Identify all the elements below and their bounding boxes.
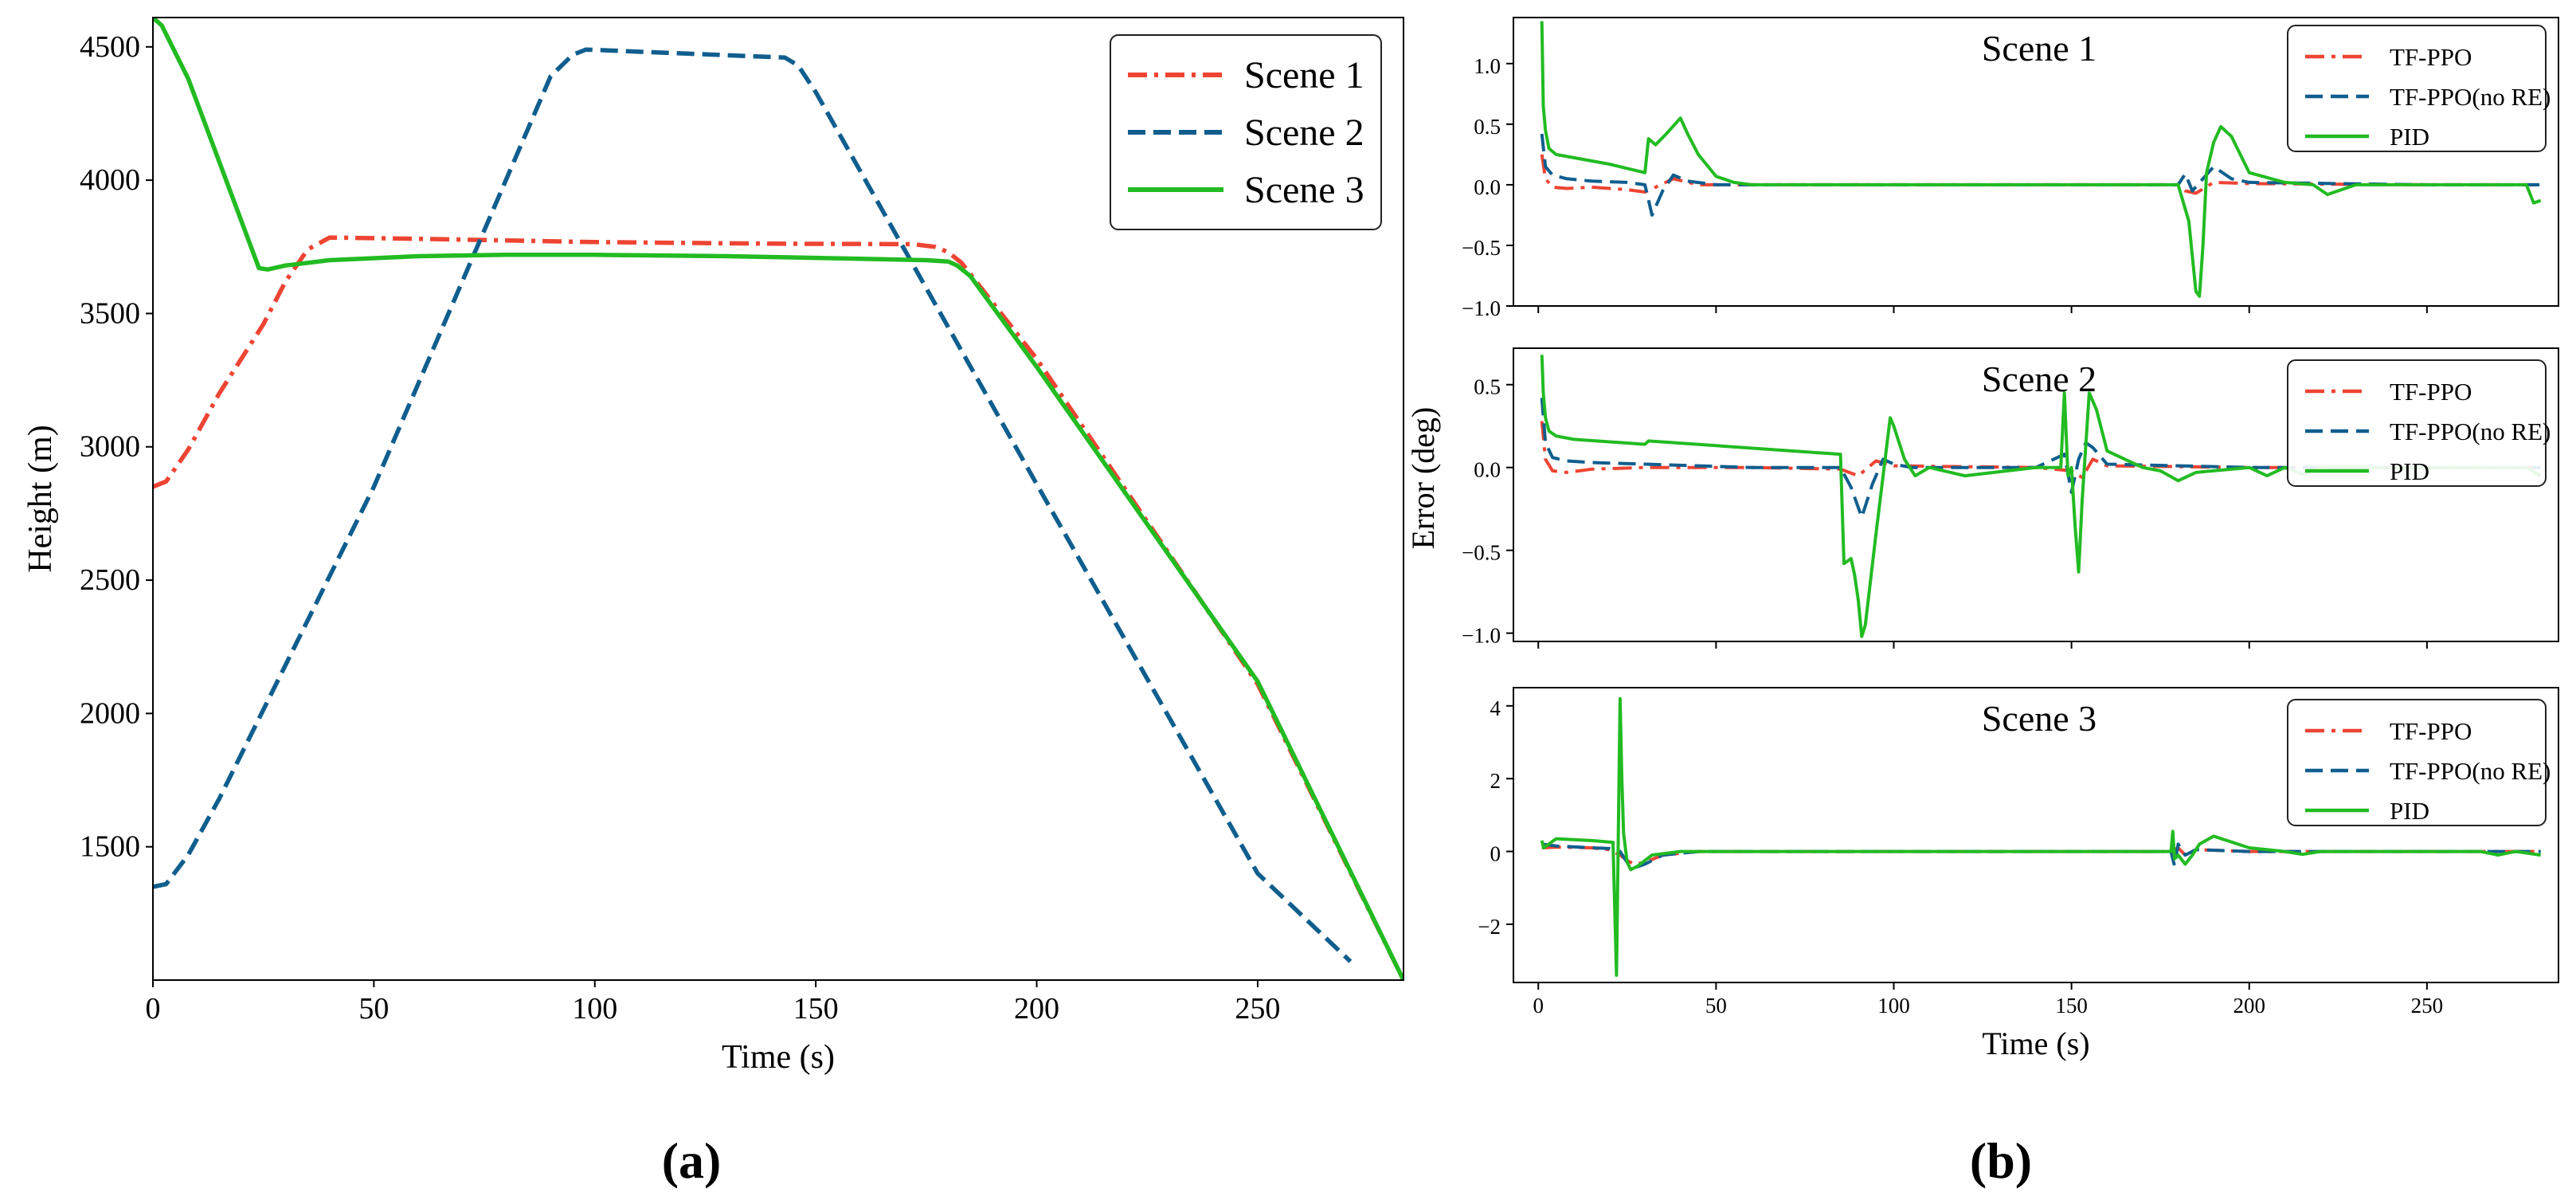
panel-b3-legend-label-tf-ppo-no-re: TF-PPO(no RE)	[2390, 757, 2551, 785]
panel-b2-legend-label-tf-ppo-no-re: TF-PPO(no RE)	[2390, 418, 2551, 445]
panel-a-legend-label-scene-3: Scene 3	[1244, 169, 1364, 211]
panel-b3-xtick-label: 50	[1705, 994, 1727, 1018]
panel-a-ytick-label: 3500	[80, 296, 140, 330]
panel-b1-legend-label-tf-ppo-no-re: TF-PPO(no RE)	[2390, 83, 2551, 111]
panel-b3-ytick-label: −2	[1478, 915, 1501, 939]
panel-b1-ytick-label: −1.0	[1462, 296, 1501, 320]
panel-a-legend-box	[1110, 34, 1382, 230]
panel-a-ytick-label: 2500	[80, 563, 140, 597]
panel-b3-series-group	[1540, 696, 2541, 977]
panel-b1-series-group	[1540, 21, 2542, 298]
panel-a-axes-frame	[152, 17, 1404, 981]
panel-a-xtick-label: 200	[1014, 992, 1059, 1026]
panel-b1-series-pid	[1540, 21, 2542, 298]
panel-b3-axes-frame	[1513, 687, 2559, 983]
panel-b3-legend: TF-PPO TF-PPO(no RE) PID	[2287, 699, 2551, 826]
panel-b2-series-group	[1540, 355, 2542, 638]
panel-b2-legend-label-tf-ppo: TF-PPO	[2390, 378, 2472, 406]
panel-a-legend: Scene 1 Scene 2 Scene 3	[1110, 34, 1382, 230]
panel-b3-xtick-label: 150	[2055, 994, 2088, 1018]
panel-b2-series-tf-ppo	[1540, 421, 2541, 480]
panel-b-scene-3-error-chart: 0 50 100 150 200 250 −2 0 2 4 Time (s) Scene 3 TF-PP…	[1478, 687, 2559, 1061]
panel-a-xtick-label: 150	[793, 992, 839, 1026]
panel-a-ytick-label: 1500	[80, 830, 140, 864]
panel-b2-ytick-label: 0.5	[1474, 375, 1501, 399]
panel-b3-ytick-label: 0	[1490, 842, 1501, 866]
panel-b2-ytick-label: −1.0	[1462, 624, 1501, 648]
panel-b3-series-tf-ppo	[1541, 845, 2541, 866]
panel-b3-series-tf-ppo-no-re	[1541, 842, 2541, 870]
panel-a-series-scene-3	[153, 18, 1403, 980]
panel-a-xtick-label: 100	[572, 992, 617, 1026]
panel-b1-ytick-label: −0.5	[1462, 236, 1501, 260]
panel-a-legend-label-scene-2: Scene 2	[1244, 112, 1364, 154]
panel-b1-legend-label-tf-ppo: TF-PPO	[2390, 43, 2472, 71]
panel-a-ytick-label: 2000	[80, 696, 140, 730]
panel-b2-series-tf-ppo-no-re	[1540, 398, 2541, 520]
panel-b3-x-axis-title: Time (s)	[1982, 1026, 2089, 1061]
panel-b2-chart-title: Scene 2	[1982, 359, 2096, 399]
panel-a-xtick-label: 50	[358, 992, 389, 1026]
panel-a-ytick-label: 4500	[80, 30, 140, 64]
panel-b1-legend-label-pid: PID	[2390, 123, 2429, 151]
panel-a-series-group	[153, 18, 1403, 980]
panel-a-x-axis-title: Time (s)	[722, 1039, 835, 1076]
panel-b2-legend: TF-PPO TF-PPO(no RE) PID	[2287, 359, 2551, 487]
panel-b3-xtick-label: 100	[1877, 994, 1910, 1018]
panel-b1-ytick-label: 0.5	[1474, 115, 1501, 139]
panel-b3-ytick-label: 2	[1490, 769, 1501, 793]
panel-b1-ytick-label: 1.0	[1474, 54, 1501, 78]
panel-b2-ytick-label: −0.5	[1462, 541, 1501, 565]
panel-a-y-axis-title: Height (m)	[22, 425, 59, 572]
panel-b3-ytick-label: 4	[1490, 696, 1501, 720]
panel-b1-series-tf-ppo	[1540, 154, 2541, 195]
panel-b1-chart-title: Scene 1	[1982, 28, 2096, 69]
panel-a-xtick-label: 0	[146, 992, 161, 1026]
panel-b-scene-1-error-chart: −1.0 −0.5 0.0 0.5 1.0 Scene 1 TF-PPO TF-PPO(no …	[1462, 17, 2559, 320]
panel-b3-chart-title: Scene 3	[1982, 698, 2096, 739]
panel-b1-series-tf-ppo-no-re	[1540, 133, 2541, 217]
panel-b2-ytick-label: 0.0	[1474, 458, 1501, 482]
panel-b2-y-axis-title: Error (deg)	[1405, 407, 1441, 550]
panel-a-ytick-label: 4000	[80, 163, 140, 197]
panel-b3-xtick-label: 250	[2411, 994, 2444, 1018]
panel-b2-legend-label-pid: PID	[2390, 457, 2429, 485]
panel-b3-series-pid	[1540, 696, 2541, 977]
panel-a-label: (a)	[662, 1132, 722, 1189]
panel-b3-legend-label-tf-ppo: TF-PPO	[2390, 717, 2472, 745]
panel-a-height-chart: 0 50 100 150 200 250 1500 2000 2500 3000 3500 4000 4…	[22, 17, 1404, 1076]
panel-b-label: (b)	[1970, 1132, 2032, 1189]
panel-a-series-scene-1	[153, 235, 1403, 980]
panel-b1-axes-frame	[1513, 17, 2559, 307]
panel-b1-ytick-label: 0.0	[1474, 175, 1501, 199]
panel-b1-legend: TF-PPO TF-PPO(no RE) PID	[2287, 25, 2551, 152]
panel-b3-legend-label-pid: PID	[2390, 797, 2429, 825]
panel-a-legend-label-scene-1: Scene 1	[1244, 54, 1364, 96]
panel-b3-xtick-label: 200	[2233, 994, 2266, 1018]
panel-b3-xtick-label: 0	[1533, 994, 1544, 1018]
panel-b2-series-pid	[1540, 355, 2542, 638]
panel-a-ytick-label: 3000	[80, 430, 140, 464]
panel-b2-axes-frame	[1513, 347, 2559, 642]
panel-a-xtick-label: 250	[1235, 992, 1280, 1026]
panel-a-series-scene-2	[153, 47, 1353, 963]
